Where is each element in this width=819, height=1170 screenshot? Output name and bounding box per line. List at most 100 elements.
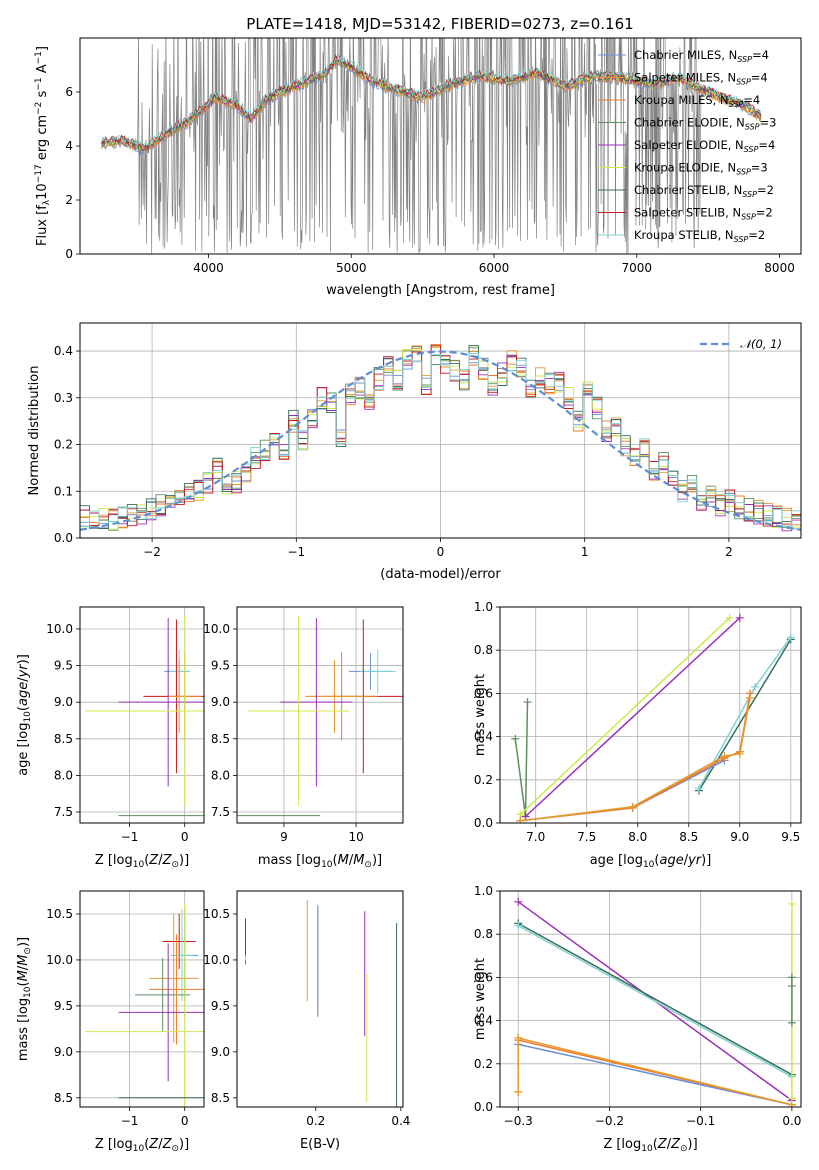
x-tick-label: 6000 xyxy=(479,261,510,275)
x-tick-label: 4000 xyxy=(193,261,224,275)
legend-entry: Kroupa MILES, NSSP=4 xyxy=(634,93,760,109)
x-axis-label: Z [log10(Z/Z⊙)] xyxy=(603,1137,697,1154)
y-tick-label: 4 xyxy=(65,139,73,153)
spectrum-model-line xyxy=(101,53,762,149)
x-tick-label: 0.4 xyxy=(391,1114,410,1128)
y-tick-label: 9.5 xyxy=(54,659,73,673)
x-tick-label: 0 xyxy=(437,545,445,559)
y-tick-label: 0.2 xyxy=(54,438,73,452)
x-tick-label: 7.5 xyxy=(577,830,596,844)
legend-entry: Kroupa STELIB, NSSP=2 xyxy=(634,228,765,244)
weight-point-marker xyxy=(751,682,760,691)
y-tick-label: 0.2 xyxy=(474,1057,493,1071)
weight-point-marker xyxy=(725,613,734,622)
y-tick-label: 9.5 xyxy=(211,659,230,673)
age-vs-Z-plot-area xyxy=(85,615,204,817)
x-tick-label: −1 xyxy=(121,830,139,844)
residuals-axes: −2 −1 0 1 2 0.0 0.1 0.2 0.3 0.4 (data-model)/error… xyxy=(27,322,802,582)
x-tick-label: 0.2 xyxy=(306,1114,325,1128)
y-axis-label: mass [log10(M/M⊙)] xyxy=(16,937,33,1061)
weight-point-marker xyxy=(735,613,744,622)
y-axis-label: mass weight xyxy=(473,674,488,756)
weight-series-line xyxy=(519,617,731,815)
age-vs-Z-axes: −1 0 7.5 8.0 8.5 9.0 9.5 10.0 Z [log10(Z/Z⊙)] age… xyxy=(16,606,205,870)
spectrum-plot-area xyxy=(100,38,762,254)
weight-point-marker xyxy=(787,899,796,908)
weight-point-marker xyxy=(516,816,525,823)
weight-series-line xyxy=(517,924,793,1078)
histogram-step-line xyxy=(80,353,801,528)
y-tick-label: 0.4 xyxy=(474,1014,493,1028)
y-axis-label: Normed distribution xyxy=(27,366,42,496)
weight-vs-Z-frame xyxy=(499,890,802,1108)
spectrum-model-line xyxy=(100,54,762,148)
spectrum-axes: 4000 5000 6000 7000 8000 0 2 4 6 wavelength [Angs… xyxy=(34,37,802,298)
legend-entry: Chabrier STELIB, NSSP=2 xyxy=(634,183,774,199)
weight-vs-Z-axes: −0.3 −0.2 −0.1 0.0 0.0 0.2 0.4 0.6 0.8 1.0 mass we… xyxy=(473,884,802,1154)
y-tick-label: 9.5 xyxy=(211,999,230,1013)
x-tick-label: 9.5 xyxy=(781,830,800,844)
y-tick-label: 10.5 xyxy=(46,907,73,921)
legend-entry: Kroupa ELODIE, NSSP=3 xyxy=(634,161,768,177)
x-tick-label: −1 xyxy=(121,1114,139,1128)
weight-point-marker xyxy=(514,897,523,906)
mass-vs-Z-frame xyxy=(79,890,205,1108)
y-axis-label: Flux [fλ10−17 erg cm−2 s−1 A−1] xyxy=(34,46,52,246)
weight-point-marker xyxy=(514,921,523,930)
x-axis-label: Z [log10(Z/Z⊙)] xyxy=(95,1137,189,1154)
y-tick-label: 0.0 xyxy=(474,816,493,830)
age-vs-mass-frame xyxy=(236,606,404,824)
y-axis-label: age [log10(age/yr)] xyxy=(16,654,33,776)
x-tick-label: 9 xyxy=(280,830,288,844)
mass-vs-EBV-axes: 0.2 0.4 8.5 9.0 9.5 10.0 10.5 E(B-V) xyxy=(203,890,410,1152)
weight-vs-Z-plot-area xyxy=(514,897,796,1107)
weight-series-line xyxy=(524,617,741,818)
x-tick-label: 8000 xyxy=(764,261,795,275)
x-tick-label: 10 xyxy=(348,830,363,844)
x-tick-label: −0.1 xyxy=(686,1114,715,1128)
y-tick-label: 0.2 xyxy=(474,773,493,787)
spectrum-frame xyxy=(79,37,802,255)
legend-entry: 𝒩(0, 1) xyxy=(740,337,782,351)
x-axis-label: mass [log10(M/M⊙)] xyxy=(258,853,382,870)
y-tick-label: 8.0 xyxy=(54,768,73,782)
x-tick-label: 7000 xyxy=(622,261,653,275)
age-vs-mass-axes: 9 10 7.5 8.0 8.5 9.0 9.5 10.0 mass [log10(M/M⊙)] xyxy=(203,606,404,870)
y-tick-label: 10.0 xyxy=(46,622,73,636)
legend-entry: Chabrier MILES, NSSP=4 xyxy=(634,48,769,64)
weight-point-marker xyxy=(514,1087,523,1096)
weight-point-marker xyxy=(514,1033,523,1042)
histogram-step-line xyxy=(80,344,801,532)
x-tick-label: 0 xyxy=(181,830,189,844)
x-tick-label: 0.0 xyxy=(782,1114,801,1128)
x-tick-label: −2 xyxy=(143,545,161,559)
x-axis-label: Z [log10(Z/Z⊙)] xyxy=(95,853,189,870)
weight-point-marker xyxy=(521,812,530,821)
weight-point-marker xyxy=(787,1094,796,1103)
y-tick-label: 7.5 xyxy=(54,805,73,819)
mass-vs-EBV-plot-area xyxy=(245,900,398,1107)
x-tick-label: −1 xyxy=(287,545,305,559)
y-tick-label: 0.4 xyxy=(474,730,493,744)
x-tick-label: −0.3 xyxy=(504,1114,533,1128)
y-tick-label: 8.5 xyxy=(211,732,230,746)
y-tick-label: 9.0 xyxy=(54,695,73,709)
weight-point-marker xyxy=(511,734,520,743)
x-tick-label: 5000 xyxy=(336,261,367,275)
residuals-frame xyxy=(79,322,802,539)
x-tick-label: 8.0 xyxy=(628,830,647,844)
x-axis-label: age [log10(age/yr)] xyxy=(590,853,712,870)
y-tick-label: 10.0 xyxy=(203,622,230,636)
x-tick-label: 8.5 xyxy=(679,830,698,844)
y-tick-label: 9.0 xyxy=(211,1045,230,1059)
y-tick-label: 7.5 xyxy=(211,805,230,819)
y-tick-label: 8.5 xyxy=(211,1091,230,1105)
y-tick-label: 1.0 xyxy=(474,884,493,898)
legend-entry: Chabrier ELODIE, NSSP=3 xyxy=(634,116,776,132)
y-tick-label: 10.0 xyxy=(46,953,73,967)
y-tick-label: 0 xyxy=(65,247,73,261)
x-tick-label: 9.0 xyxy=(730,830,749,844)
weight-point-marker xyxy=(786,633,795,642)
weight-point-marker xyxy=(787,982,796,991)
